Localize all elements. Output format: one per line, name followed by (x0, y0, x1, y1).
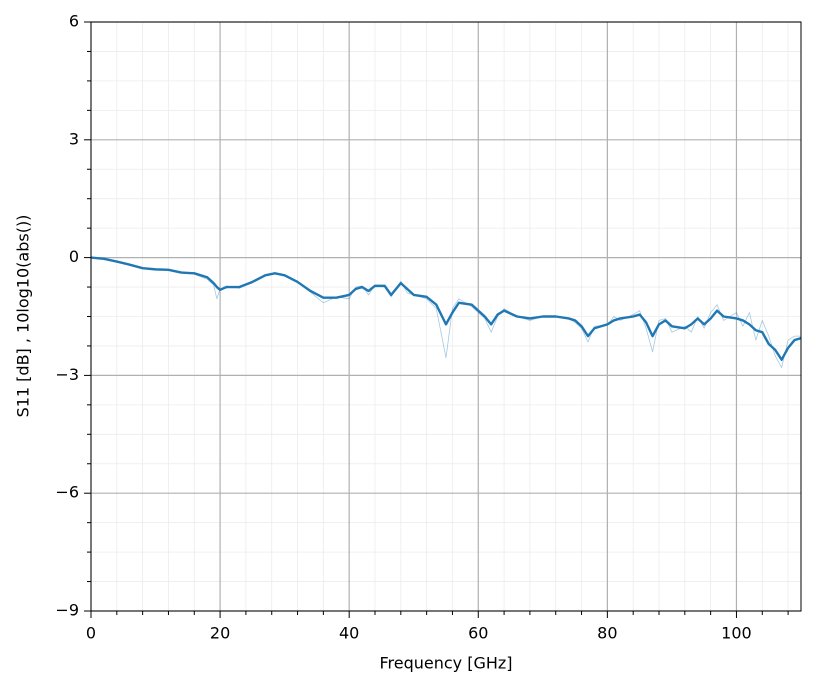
data-line (90, 256, 802, 361)
x-tick-label: 20 (210, 624, 230, 643)
x-tick-label: 0 (86, 624, 96, 643)
x-tick-label: 80 (597, 624, 617, 643)
y-axis-label: S11 [dB] , 10log10(abs()) (14, 215, 33, 418)
grid (90, 21, 801, 612)
y-tick-label: 0 (69, 247, 79, 266)
x-tick-label: 40 (339, 624, 359, 643)
x-axis-label: Frequency [GHz] (379, 654, 512, 673)
y-tick-label: 6 (69, 12, 79, 31)
x-tick-label: 100 (721, 624, 752, 643)
y-tick-label: 3 (69, 129, 79, 148)
y-tick-label: −9 (55, 601, 79, 620)
plot-lines (90, 256, 802, 368)
y-tick-label: −3 (55, 365, 79, 384)
x-tick-label: 60 (468, 624, 488, 643)
y-tick-label: −6 (55, 483, 79, 502)
